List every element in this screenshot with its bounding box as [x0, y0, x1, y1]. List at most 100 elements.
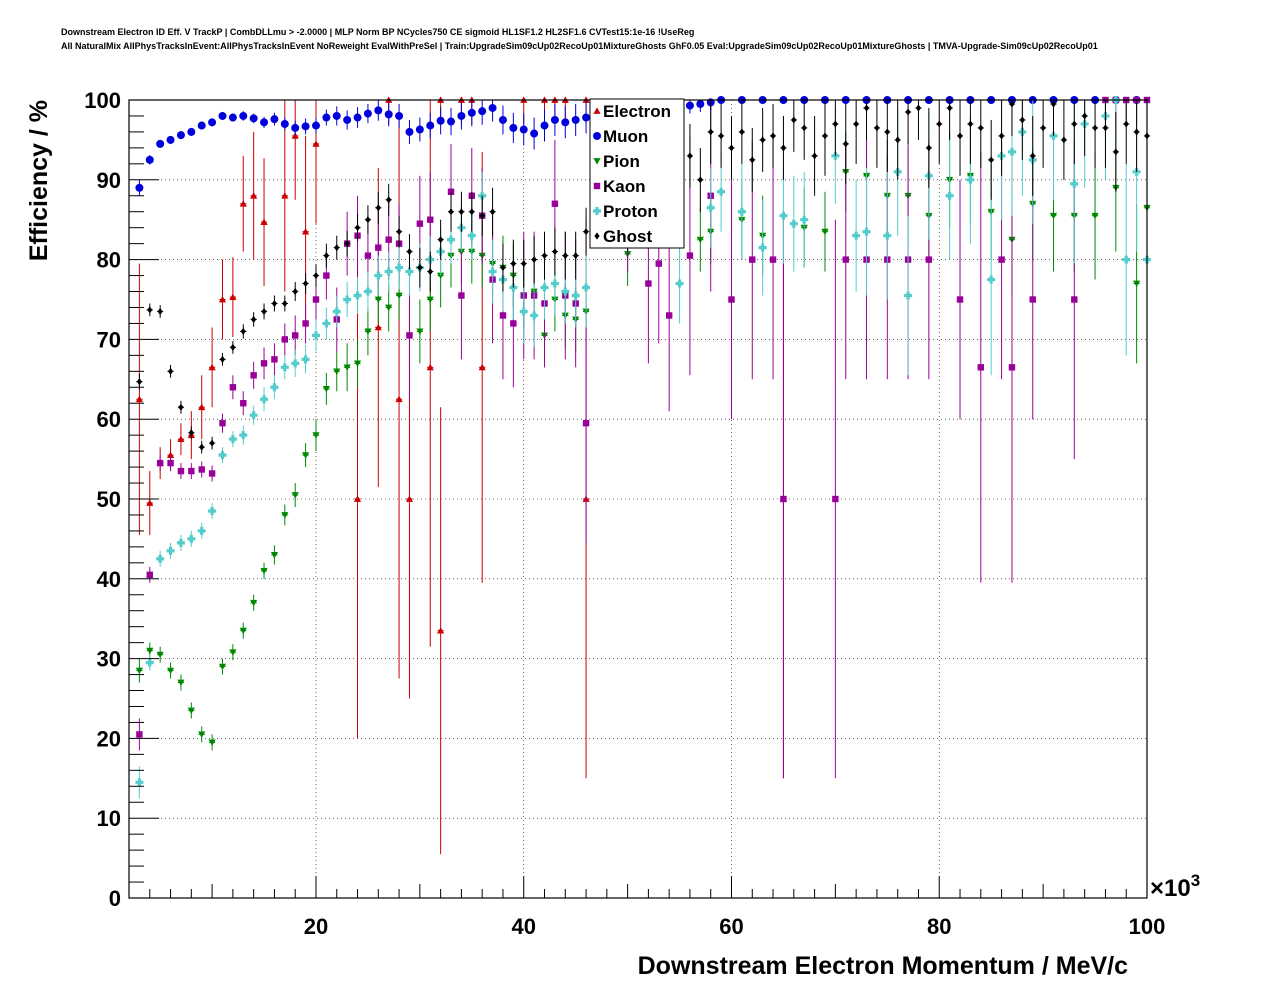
ghost-point: [344, 240, 350, 248]
ghost-point: [832, 120, 838, 128]
y-tick-label: 70: [97, 327, 121, 352]
kaon-point: [198, 466, 205, 473]
ghost-point: [760, 136, 766, 144]
muon-point: [301, 122, 310, 131]
electron-point: [312, 140, 320, 147]
proton-point: [571, 291, 580, 300]
proton-point: [904, 291, 913, 300]
ghost-point: [199, 443, 205, 451]
x-tick-label: 60: [719, 914, 743, 939]
y-tick-label: 80: [97, 248, 121, 273]
legend-marker-kaon: [593, 182, 601, 190]
electron-point: [395, 395, 403, 403]
proton-point: [270, 383, 279, 392]
muon-point: [135, 183, 144, 192]
pion-point: [821, 228, 829, 236]
proton-point: [197, 526, 206, 535]
proton-point: [405, 267, 414, 276]
electron-point: [239, 200, 247, 207]
kaon-point: [998, 256, 1005, 263]
ghost-point: [811, 152, 818, 160]
muon-point: [311, 121, 320, 130]
muon-point: [176, 131, 185, 140]
kaon-point: [728, 296, 735, 303]
proton-point: [561, 287, 570, 296]
legend-label-proton: Proton: [603, 202, 658, 221]
kaon-point: [250, 372, 257, 379]
muon-point: [332, 111, 341, 120]
proton-point: [353, 291, 362, 300]
proton-point: [789, 219, 798, 228]
ghost-point: [884, 128, 890, 136]
muon-point: [374, 106, 383, 115]
ghost-point: [947, 104, 953, 112]
ghost-point: [386, 196, 392, 204]
proton-point: [758, 243, 767, 252]
proton-point: [374, 271, 383, 280]
ghost-point: [905, 108, 911, 116]
electron-point: [135, 395, 143, 403]
muon-point: [343, 115, 352, 124]
pion-point: [426, 296, 434, 304]
chart-title-line-2: All NaturalMix AllPhysTracksInEvent:AllP…: [61, 41, 1098, 51]
electron-point: [166, 451, 175, 458]
kaon-point: [312, 296, 320, 303]
ghost-point: [967, 120, 974, 128]
proton-point: [945, 191, 954, 200]
pion-point: [437, 272, 445, 280]
electron-point: [374, 323, 382, 331]
pion-point: [187, 707, 195, 715]
ghost-point: [1061, 136, 1067, 144]
ghost-point: [978, 124, 984, 132]
kaon-point: [177, 467, 185, 475]
x-tick-label: 80: [927, 914, 951, 939]
ghost-point: [801, 124, 807, 132]
pion-point: [333, 368, 341, 375]
ghost-point: [365, 216, 371, 224]
proton-point: [530, 311, 539, 320]
muon-point: [685, 101, 694, 110]
ghost-point: [1113, 148, 1119, 156]
kaon-point: [780, 495, 787, 503]
proton-point: [384, 267, 393, 276]
pion-point: [364, 328, 372, 336]
ghost-point: [1134, 128, 1140, 136]
ghost-point: [489, 208, 496, 216]
pion-point: [312, 432, 320, 439]
x-tick-label: 40: [511, 914, 535, 939]
proton-point: [343, 295, 352, 304]
electron-point: [437, 627, 445, 634]
pion-point: [270, 551, 279, 559]
electron-point: [218, 295, 227, 303]
legend-marker-muon: [593, 132, 601, 140]
kaon-point: [645, 280, 652, 287]
ghost-point: [157, 307, 163, 316]
y-tick-label: 60: [97, 407, 121, 432]
ghost-point: [1019, 116, 1025, 124]
y-tick-label: 100: [84, 88, 121, 113]
muon-point: [478, 107, 487, 116]
kaon-point: [375, 244, 382, 251]
ghost-point: [562, 252, 568, 260]
y-tick-label: 20: [97, 726, 121, 751]
proton-point: [966, 175, 975, 184]
legend-label-kaon: Kaon: [603, 177, 646, 196]
ghost-point: [334, 244, 340, 252]
ghost-point: [874, 124, 880, 132]
muon-point: [582, 113, 591, 122]
muon-point: [145, 155, 154, 164]
ghost-point: [822, 132, 828, 140]
ghost-point: [302, 279, 309, 288]
proton-point: [488, 267, 497, 276]
ghost-point: [988, 156, 994, 164]
ghost-point: [1040, 124, 1046, 132]
proton-point: [737, 207, 746, 216]
muon-point: [322, 113, 331, 122]
ghost-point: [1030, 152, 1036, 160]
kaon-point: [156, 459, 164, 467]
proton-point: [228, 435, 237, 444]
electron-point: [229, 293, 237, 300]
kaon-point: [655, 260, 662, 267]
ghost-point: [271, 299, 278, 308]
ghost-point: [1050, 100, 1057, 108]
